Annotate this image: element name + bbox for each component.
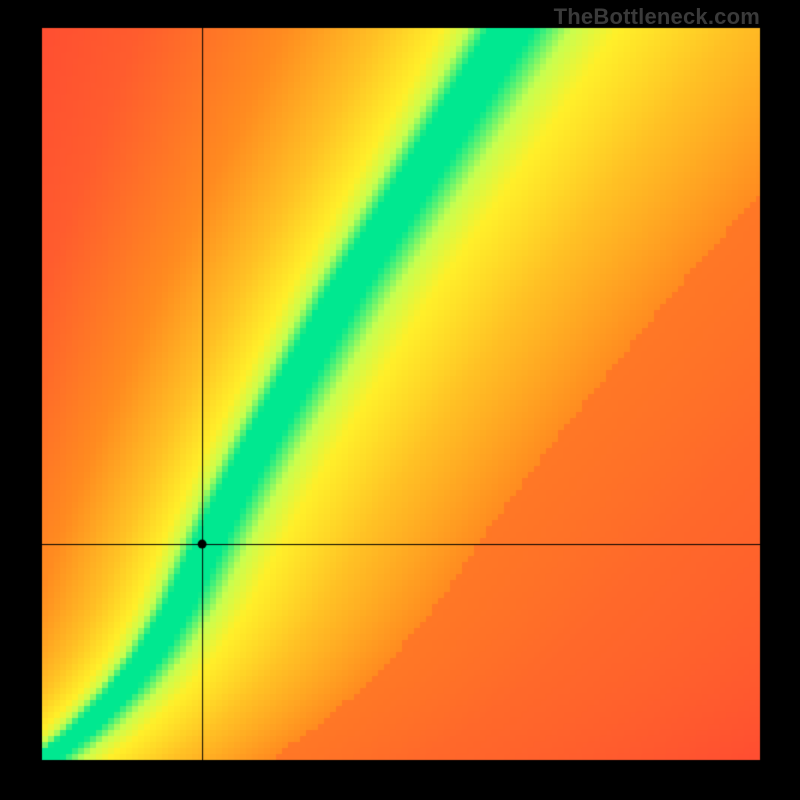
chart-container: TheBottleneck.com bbox=[0, 0, 800, 800]
heatmap-canvas bbox=[0, 0, 800, 800]
watermark-text: TheBottleneck.com bbox=[554, 4, 760, 30]
